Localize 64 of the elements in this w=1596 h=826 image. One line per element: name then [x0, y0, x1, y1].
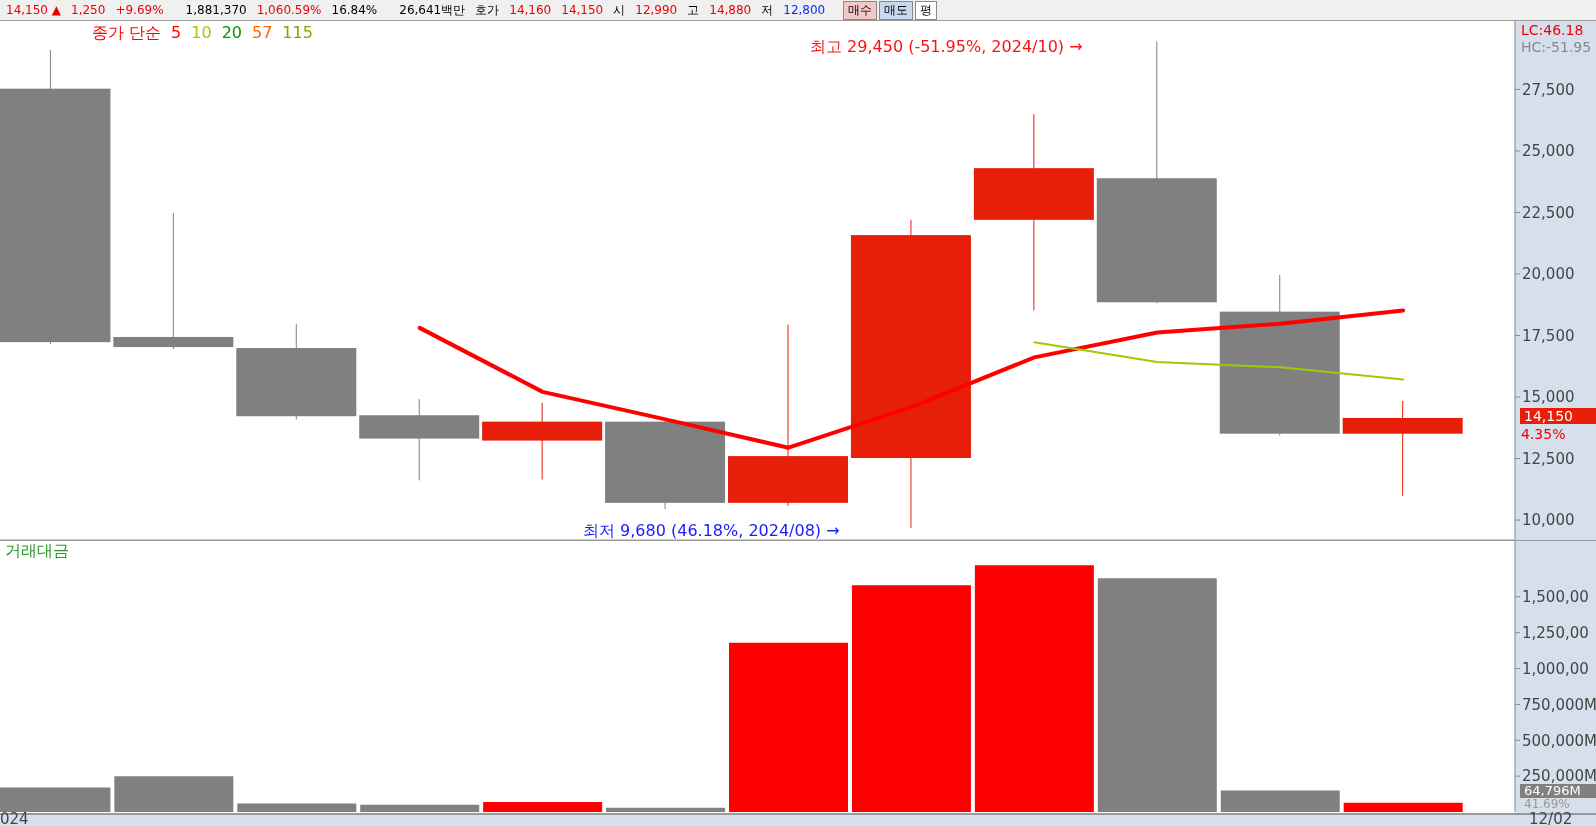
bar	[114, 776, 234, 812]
bar	[360, 804, 480, 812]
y-tick-label: 15,000	[1522, 388, 1575, 407]
text: 4.35%	[1521, 425, 1566, 442]
y-tick-label: 10,000	[1522, 511, 1575, 530]
text: 10	[191, 23, 212, 42]
legend-title: 종가 단순	[92, 23, 162, 42]
text: 14,150	[560, 3, 605, 17]
text: 14,150 ▲	[5, 3, 63, 17]
bar	[1220, 790, 1340, 812]
text: 14,880	[708, 3, 753, 17]
y-tick-label: 250,000M	[1522, 767, 1596, 786]
bar	[729, 642, 849, 812]
text: 16.84%	[330, 3, 379, 17]
bar	[237, 803, 357, 812]
y-tick-label: 1,000,00	[1522, 659, 1589, 678]
text: 5	[171, 23, 182, 42]
annotation: 최저 9,680 (46.18%, 2024/08) →	[583, 521, 840, 542]
y-tick-label: 1,500,00	[1522, 588, 1589, 607]
y-tick-label: 25,000	[1522, 142, 1575, 161]
line-series	[1033, 341, 1405, 381]
y-tick-label: 27,500	[1522, 80, 1575, 99]
legend-label: 115	[282, 23, 313, 42]
text: 41.69%	[1524, 797, 1570, 811]
text: 26,641백만	[398, 1, 467, 19]
chart-title: 거래대금	[5, 541, 69, 562]
legend-label: 20	[221, 23, 242, 42]
bar	[851, 585, 971, 812]
text: 14,160	[508, 3, 553, 17]
text: 1,250	[70, 3, 107, 17]
text: 1,881,370	[184, 3, 248, 17]
text: 시	[612, 1, 627, 19]
text: 12/02	[1529, 810, 1573, 826]
text: LC:46.18	[1521, 22, 1584, 38]
text: 14,150	[1520, 407, 1596, 424]
y-tick-label: 500,000M	[1522, 731, 1596, 750]
y-tick-label: 750,000M	[1522, 695, 1596, 714]
text: HC:-51.95	[1521, 39, 1592, 55]
text: 1,060.59%	[255, 3, 323, 17]
candlestick	[113, 212, 234, 350]
line-series	[417, 308, 1406, 450]
text: 64,796M	[1520, 783, 1596, 798]
bar	[606, 807, 726, 812]
y-tick-label: 1,250,00	[1522, 624, 1589, 642]
y-tick-label: 17,500	[1522, 326, 1575, 345]
text: 매수	[843, 0, 878, 20]
text: 평	[915, 0, 938, 20]
annotation: 최고 29,450 (-51.95%, 2024/10) →	[810, 37, 1083, 58]
bar	[974, 565, 1094, 812]
text: 12,800	[782, 3, 827, 17]
y-tick-label: 20,000	[1522, 265, 1575, 284]
text: +9.69%	[114, 3, 165, 17]
text: 저	[760, 1, 775, 19]
bar	[1097, 578, 1217, 812]
bar	[1343, 802, 1463, 812]
text: 12,990	[634, 3, 679, 17]
text: 고	[686, 1, 701, 19]
annotation: 024	[0, 810, 29, 826]
bar	[483, 801, 603, 812]
text: 매도	[879, 0, 914, 20]
y-tick-label: 22,500	[1522, 203, 1575, 222]
text: 호가	[474, 1, 501, 19]
y-tick-label: 12,500	[1522, 449, 1575, 468]
legend-label: 57	[252, 23, 273, 42]
